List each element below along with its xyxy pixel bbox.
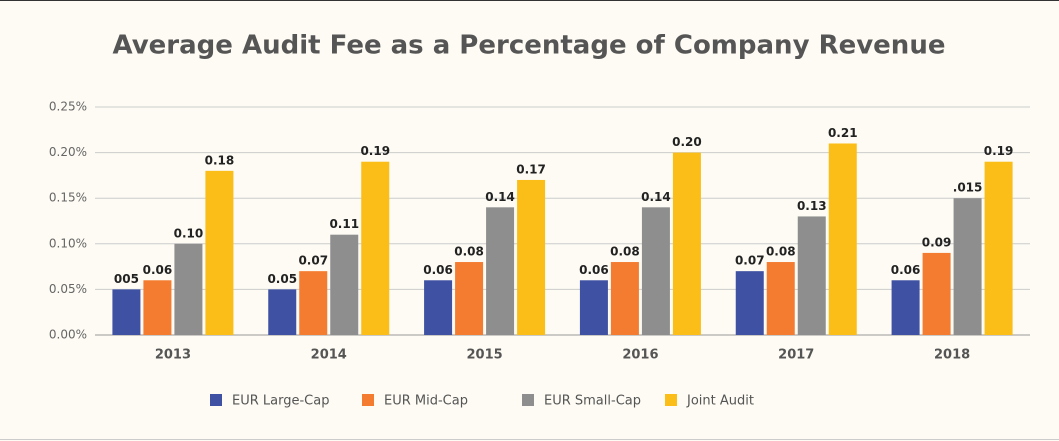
legend-label: EUR Small-Cap [544, 394, 641, 409]
data-label: 0.14 [485, 190, 515, 204]
data-label: 0.07 [298, 254, 328, 268]
bar [517, 179, 546, 335]
y-tick-label: 0.00% [49, 328, 87, 342]
bar [610, 262, 639, 335]
data-label: 0.09 [922, 235, 952, 249]
data-label: 0.08 [454, 245, 484, 259]
bar [486, 207, 515, 335]
bar [797, 216, 826, 335]
bar [984, 161, 1013, 335]
data-label: 0.21 [828, 126, 858, 140]
bar [735, 271, 764, 335]
bar [455, 262, 484, 335]
data-label: 0.17 [516, 162, 546, 176]
data-label: 0.06 [579, 263, 609, 277]
data-label: 0.08 [610, 245, 640, 259]
bar [891, 280, 920, 335]
bar [361, 161, 390, 335]
bar [922, 252, 951, 335]
bar [641, 207, 670, 335]
x-tick-label: 2018 [934, 348, 970, 363]
data-label: 0.20 [672, 135, 702, 149]
legend-swatch [362, 394, 374, 406]
x-tick-label: 2016 [622, 348, 658, 363]
bar [953, 198, 982, 335]
data-label: 0.14 [641, 190, 671, 204]
x-tick-label: 2013 [155, 348, 191, 363]
bar [424, 280, 453, 335]
legend-label: EUR Mid-Cap [384, 394, 468, 409]
bar [112, 289, 141, 335]
legend-swatch [210, 394, 222, 406]
y-tick-label: 0.05% [49, 282, 87, 296]
y-tick-label: 0.25% [49, 100, 87, 114]
data-label: 0.06 [143, 263, 173, 277]
x-tick-label: 2014 [311, 348, 347, 363]
chart-title: Average Audit Fee as a Percentage of Com… [113, 31, 946, 61]
x-tick-label: 2017 [778, 348, 814, 363]
bar [268, 289, 297, 335]
data-label: 0.13 [797, 199, 827, 213]
bar [766, 262, 795, 335]
bar [143, 280, 172, 335]
legend-label: EUR Large-Cap [232, 394, 329, 409]
legend-swatch [522, 394, 534, 406]
bar [299, 271, 328, 335]
data-label: 0.08 [766, 245, 796, 259]
x-tick-label: 2015 [466, 348, 502, 363]
data-label: .015 [953, 181, 983, 195]
bar [205, 170, 234, 335]
bar [828, 143, 857, 335]
data-label: 0.11 [329, 217, 359, 231]
data-label: 0.06 [423, 263, 453, 277]
data-label: 0.10 [174, 226, 204, 240]
data-label: 005 [114, 272, 139, 286]
legend-label: Joint Audit [686, 394, 754, 409]
bar [672, 152, 701, 335]
y-tick-label: 0.10% [49, 236, 87, 250]
bar [579, 280, 608, 335]
data-label: 0.19 [984, 144, 1014, 158]
data-label: 0.19 [360, 144, 390, 158]
bar [174, 243, 203, 335]
y-tick-label: 0.15% [49, 191, 87, 205]
data-label: 0.06 [891, 263, 921, 277]
legend-swatch [665, 394, 677, 406]
data-label: 0.05 [267, 272, 297, 286]
data-label: 0.07 [735, 254, 765, 268]
data-label: 0.18 [205, 153, 235, 167]
bar [330, 234, 359, 335]
y-tick-label: 0.20% [49, 145, 87, 159]
